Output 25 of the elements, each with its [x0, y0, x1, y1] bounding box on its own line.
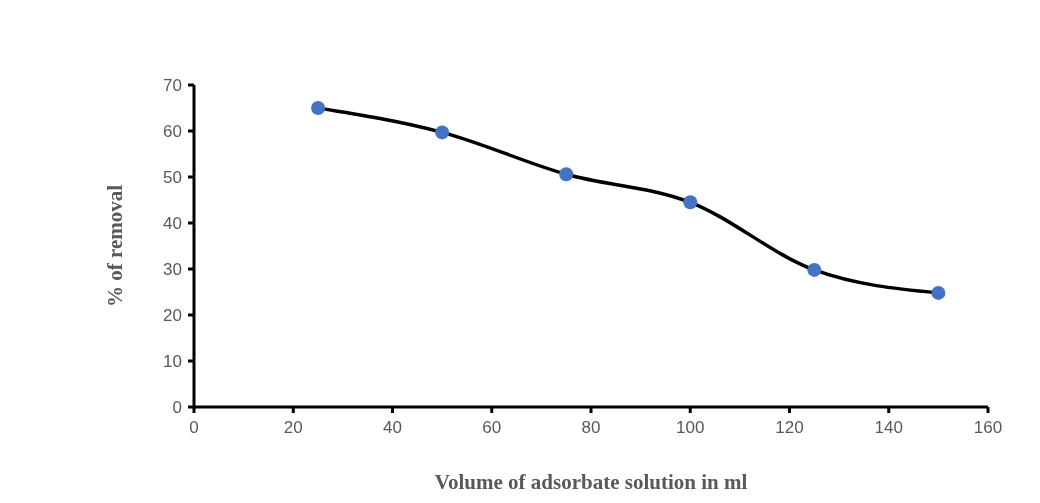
point — [931, 285, 946, 300]
x-tick-label: 140 — [874, 418, 903, 438]
point — [559, 167, 574, 182]
x-tick-label: 160 — [973, 418, 1003, 438]
x-axis-title: Volume of adsorbate solution in ml — [434, 470, 748, 494]
point — [683, 195, 698, 210]
y-tick-label: 50 — [163, 168, 182, 188]
x-tick-label: 100 — [676, 418, 705, 438]
x-tick-label: 40 — [383, 418, 402, 438]
x-tick-label: 20 — [283, 418, 303, 438]
y-tick-label: 70 — [163, 76, 182, 96]
y-tick-label: 30 — [163, 260, 182, 280]
x-tick-label: 80 — [581, 418, 601, 438]
y-axis-title: % of removal — [103, 184, 128, 308]
y-tick-label: 10 — [163, 352, 182, 372]
x-tick-label: 0 — [189, 418, 199, 438]
x-tick-label: 120 — [775, 418, 804, 438]
point — [435, 125, 450, 140]
point — [311, 101, 326, 115]
point — [807, 262, 822, 277]
y-tick-label: 40 — [163, 214, 182, 234]
x-tick-label: 60 — [482, 418, 502, 438]
y-tick-label: 0 — [172, 398, 182, 418]
y-tick-label: 20 — [163, 306, 182, 326]
y-tick-label: 60 — [163, 122, 182, 142]
